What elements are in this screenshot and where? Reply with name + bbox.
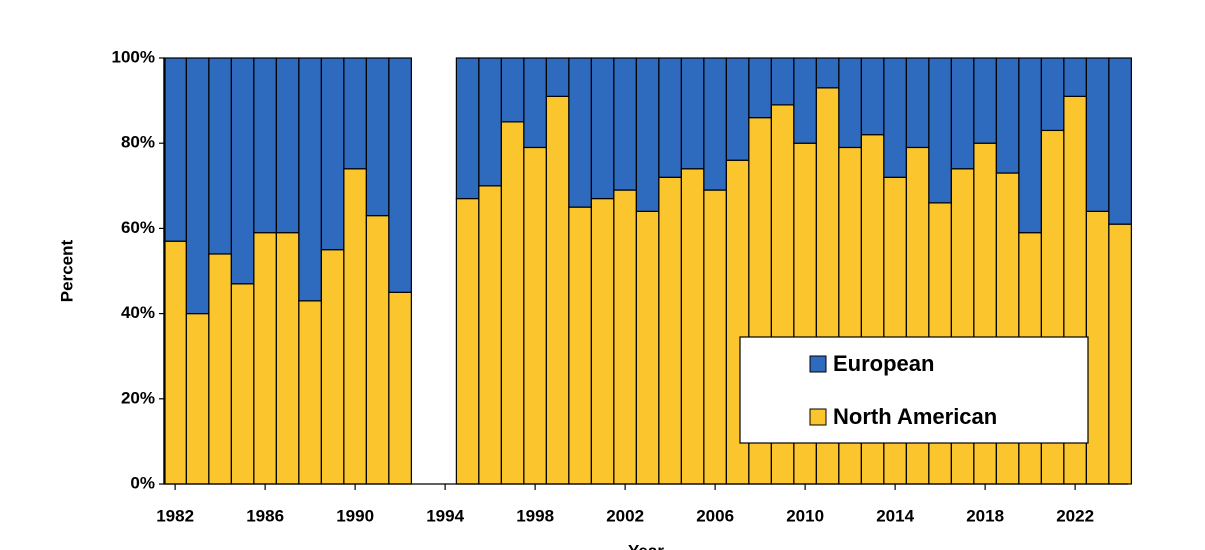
bar-segment	[545, 57, 570, 97]
legend-swatch	[809, 355, 827, 373]
bar-segment	[995, 57, 1020, 174]
x-tick-label: 1990	[336, 506, 374, 525]
x-tick-label: 1994	[426, 506, 464, 525]
bar-segment	[905, 57, 930, 149]
bar-segment	[1018, 57, 1042, 234]
bar-segment	[163, 240, 187, 485]
bar-segment	[185, 313, 210, 485]
bar-segment	[590, 57, 615, 200]
bar-segment	[478, 185, 502, 485]
y-tick-label: 60%	[121, 218, 155, 237]
x-tick-label: 1986	[246, 506, 284, 525]
bar-segment	[1085, 210, 1110, 485]
bar-segment	[388, 57, 412, 293]
bar-segment	[208, 253, 232, 485]
bar-segment	[793, 57, 817, 144]
bar-segment	[343, 168, 367, 485]
x-tick-label: 2018	[966, 506, 1004, 525]
bar-segment	[208, 57, 232, 255]
bar-segment	[163, 57, 187, 242]
y-axis-label: Percent	[57, 239, 76, 302]
x-tick-label: 1998	[516, 506, 554, 525]
bar-segment	[185, 57, 210, 315]
bar-segment	[500, 57, 525, 123]
bar-segment	[298, 300, 322, 485]
bar-segment	[1108, 57, 1132, 225]
bar-segment	[658, 57, 682, 178]
bar-segment	[613, 57, 637, 191]
y-tick-label: 20%	[121, 388, 155, 407]
bar-segment	[950, 57, 975, 170]
bar-segment	[500, 121, 525, 485]
bar-segment	[703, 57, 727, 191]
bar-segment	[568, 57, 592, 208]
legend-swatch	[809, 408, 827, 426]
bar-segment	[635, 57, 660, 212]
bar-segment	[343, 57, 367, 170]
bar-segment	[703, 189, 727, 485]
bar-segment	[320, 57, 345, 251]
bar-segment	[680, 168, 705, 485]
bar-segment	[928, 57, 952, 204]
bar-segment	[523, 57, 547, 149]
y-tick-label: 40%	[121, 303, 155, 322]
bar-segment	[545, 95, 570, 485]
bar-segment	[590, 197, 615, 485]
y-tick-label: 100%	[112, 47, 155, 66]
bar-segment	[523, 146, 547, 485]
bar-segment	[973, 57, 997, 144]
x-tick-label: 2010	[786, 506, 824, 525]
legend-box	[739, 336, 1089, 444]
bar-segment	[1085, 57, 1110, 212]
bar-segment	[478, 57, 502, 187]
bar-segment	[253, 57, 277, 234]
y-tick-label: 80%	[121, 133, 155, 152]
bar-segment	[770, 57, 795, 106]
legend-label: North American	[833, 404, 997, 429]
bar-segment	[230, 57, 255, 285]
bar-segment	[838, 57, 862, 149]
bar-segment	[613, 189, 637, 485]
bar-segment	[455, 57, 480, 200]
bar-segment	[635, 210, 660, 485]
bar-segment	[815, 57, 840, 89]
bar-segment	[1108, 223, 1132, 485]
bar-segment	[1063, 57, 1087, 97]
x-tick-label: 2022	[1056, 506, 1094, 525]
bar-segment	[568, 206, 592, 485]
x-tick-label: 2002	[606, 506, 644, 525]
bar-segment	[230, 283, 255, 485]
legend-label: European	[833, 351, 934, 376]
bar-segment	[275, 232, 300, 485]
bar-segment	[275, 57, 300, 234]
x-tick-label: 2014	[876, 506, 914, 525]
x-tick-label: 1982	[156, 506, 194, 525]
bar-segment	[253, 232, 277, 485]
bar-segment	[748, 57, 772, 119]
bar-segment	[455, 197, 480, 485]
bar-segment	[365, 57, 390, 217]
bar-segment	[320, 249, 345, 485]
bar-segment	[658, 176, 682, 485]
bar-segment	[388, 291, 412, 485]
y-tick-label: 0%	[130, 473, 155, 492]
bar-segment	[860, 57, 885, 136]
bar-segment	[1040, 57, 1065, 132]
bar-segment	[725, 57, 750, 161]
bar-segment	[365, 215, 390, 485]
x-tick-label: 2006	[696, 506, 734, 525]
x-axis-label: Year	[628, 541, 664, 550]
bar-segment	[298, 57, 322, 302]
bar-segment	[680, 57, 705, 170]
bar-segment	[883, 57, 907, 178]
